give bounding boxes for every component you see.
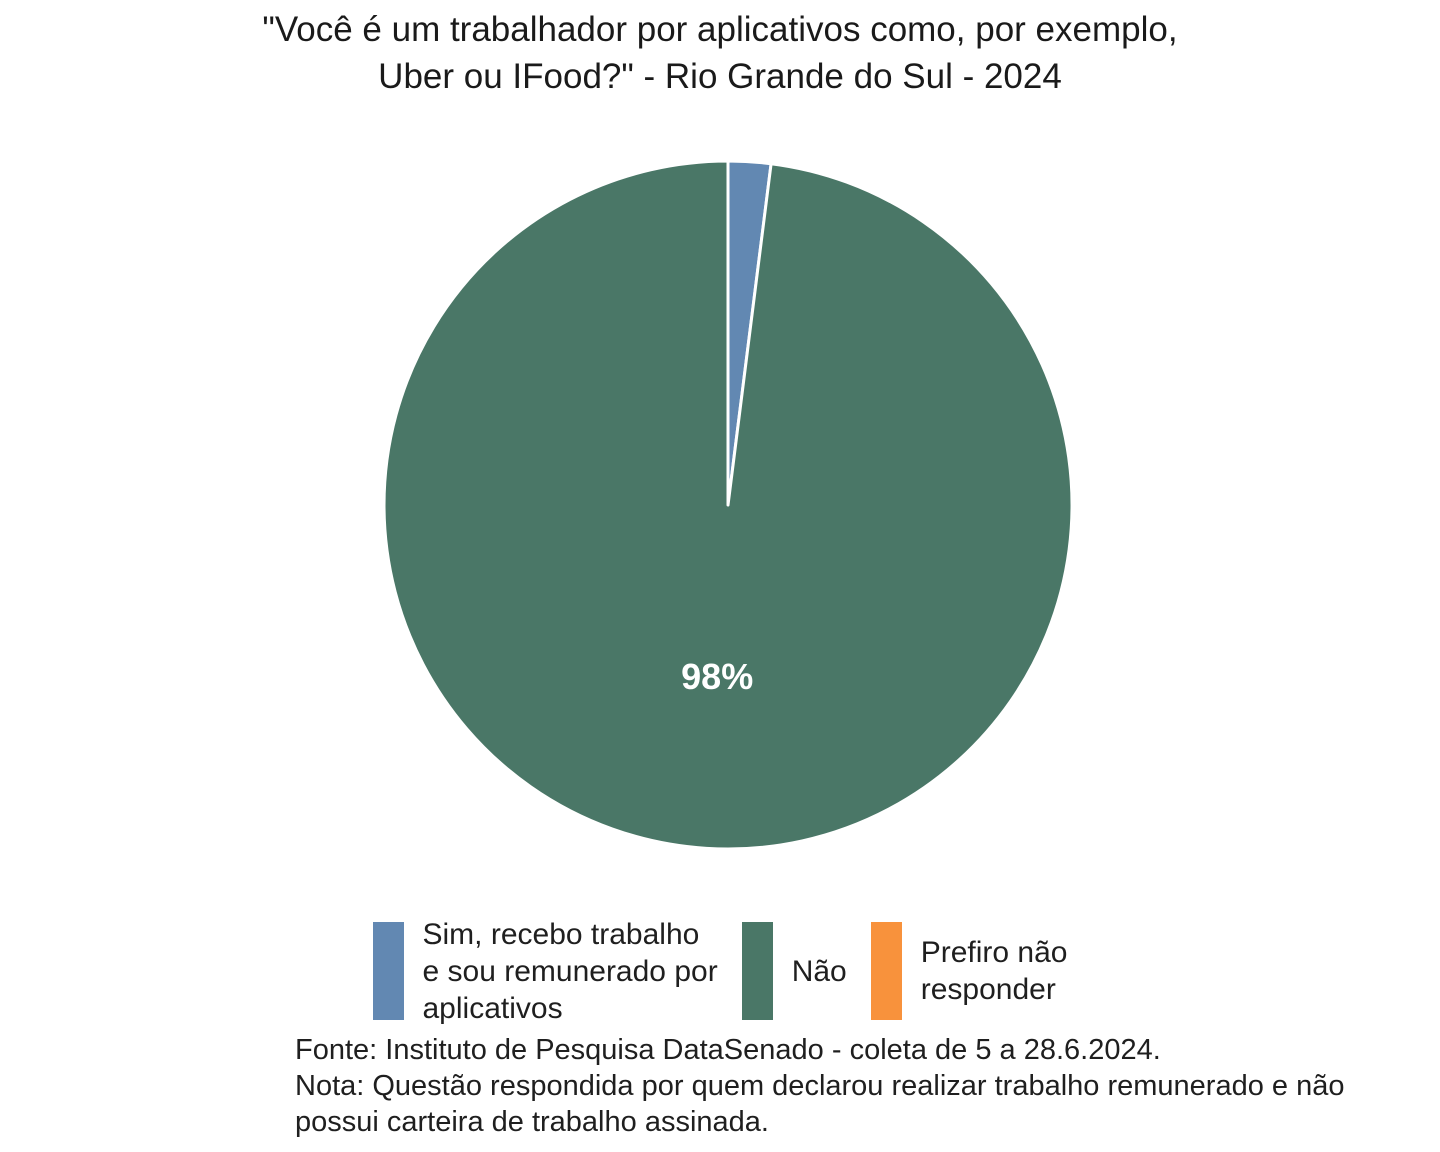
legend-label-sim: Sim, recebo trabalho e sou remunerado po… xyxy=(422,917,718,1025)
legend-swatch-sim xyxy=(372,922,404,1020)
pie-chart: 98% xyxy=(382,159,1074,851)
chart-caption: Fonte: Instituto de Pesquisa DataSenado … xyxy=(295,1034,1345,1138)
pie-pct-label: 98% xyxy=(681,656,753,697)
legend-label-prefiro: Prefiro não responder xyxy=(920,936,1068,1006)
chart-title: "Você é um trabalhador por aplicativos c… xyxy=(262,10,1178,96)
legend-item-nao: Não xyxy=(741,922,847,1020)
legend-swatch-prefiro xyxy=(870,922,902,1020)
pie-slice-2 xyxy=(382,159,1074,851)
legend: Sim, recebo trabalho e sou remunerado po… xyxy=(0,918,1440,1025)
legend-swatch-nao xyxy=(741,922,773,1020)
legend-label-nao: Não xyxy=(791,954,847,988)
legend-item-sim: Sim, recebo trabalho e sou remunerado po… xyxy=(372,916,718,1027)
legend-item-prefiro: Prefiro não responder xyxy=(870,922,1068,1020)
pie-chart-area: 98% xyxy=(378,155,1078,855)
